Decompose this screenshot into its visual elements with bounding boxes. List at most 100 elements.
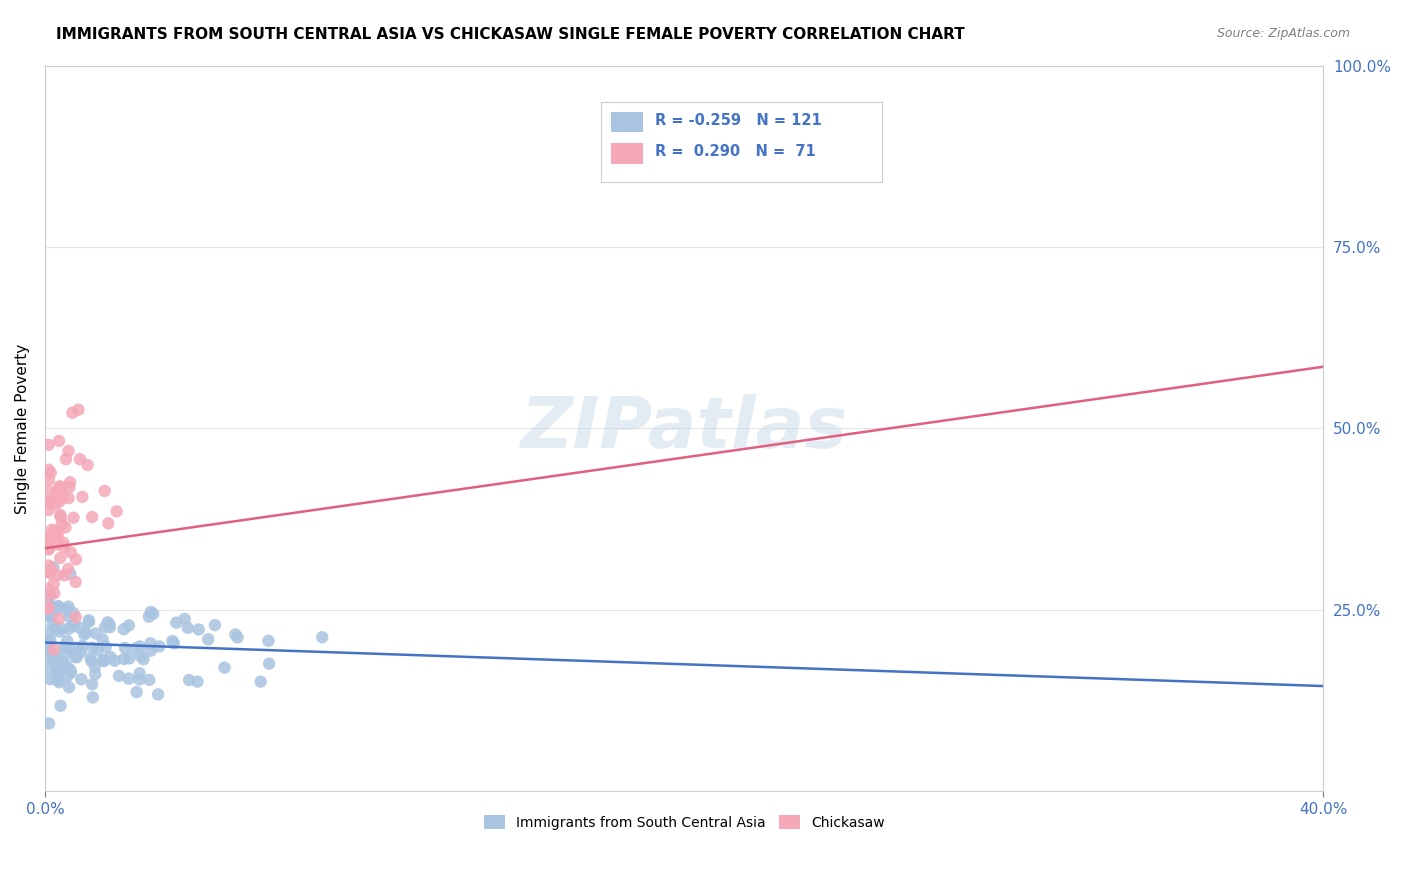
Point <box>39 466 62 480</box>
Point <box>112 622 135 636</box>
Point <box>42 529 65 543</box>
Point <box>82 640 104 655</box>
Point <box>37 590 59 604</box>
Point <box>62 406 84 420</box>
Point <box>49 481 72 495</box>
Point <box>55 452 77 467</box>
Point <box>204 618 226 632</box>
Point <box>97 516 120 531</box>
Point <box>84 626 107 640</box>
Point <box>49 479 72 493</box>
Point <box>39 672 62 686</box>
Point <box>37 599 59 614</box>
Point <box>249 674 271 689</box>
Point <box>70 673 93 687</box>
Point <box>84 667 107 681</box>
Point <box>129 649 152 664</box>
Point <box>38 662 60 676</box>
Point <box>37 601 59 615</box>
Point <box>41 599 63 613</box>
Point <box>108 669 131 683</box>
Point <box>72 490 94 504</box>
Point <box>37 503 59 517</box>
Point <box>48 482 70 496</box>
Point <box>48 612 70 626</box>
Point <box>42 577 65 591</box>
Point <box>62 618 84 632</box>
Point <box>128 640 150 654</box>
Point <box>44 652 66 666</box>
Point <box>37 539 59 553</box>
Point <box>139 643 162 657</box>
Point <box>46 568 69 582</box>
Point <box>65 610 87 624</box>
Point <box>93 653 115 667</box>
Point <box>226 631 249 645</box>
Point <box>48 599 70 614</box>
Point <box>93 483 115 498</box>
Point <box>197 632 219 647</box>
Point <box>37 608 59 623</box>
Point <box>51 490 73 504</box>
Point <box>42 603 65 617</box>
Point <box>142 607 165 621</box>
Point <box>49 508 72 522</box>
Point <box>118 618 141 632</box>
Point <box>75 625 97 640</box>
Point <box>91 632 114 647</box>
Point <box>53 568 76 582</box>
Point <box>51 622 73 636</box>
Point <box>128 673 150 687</box>
Point <box>38 542 60 557</box>
Point <box>45 485 67 500</box>
Point <box>56 669 79 683</box>
Point <box>37 531 59 545</box>
Point <box>53 640 76 654</box>
Point <box>55 520 77 534</box>
Point <box>82 510 104 524</box>
Point <box>39 588 62 602</box>
Point <box>257 657 280 671</box>
Point <box>46 666 69 681</box>
Point <box>132 652 155 666</box>
Point <box>94 640 117 654</box>
Point <box>46 530 69 544</box>
Point <box>37 643 59 657</box>
Point <box>311 630 333 644</box>
Legend: Immigrants from South Central Asia, Chickasaw: Immigrants from South Central Asia, Chic… <box>478 809 890 835</box>
Point <box>39 632 62 647</box>
Point <box>37 600 59 615</box>
Point <box>45 663 67 677</box>
Point <box>46 599 69 614</box>
Point <box>72 639 94 653</box>
Point <box>37 558 59 573</box>
Point <box>38 473 60 487</box>
Point <box>45 648 67 663</box>
Point <box>148 640 170 654</box>
Point <box>37 640 59 654</box>
Point <box>39 495 62 509</box>
FancyBboxPatch shape <box>612 144 644 163</box>
Point <box>98 617 121 632</box>
Point <box>58 599 80 614</box>
Point <box>93 653 115 667</box>
Point <box>58 680 80 694</box>
Point <box>46 667 69 681</box>
Text: IMMIGRANTS FROM SOUTH CENTRAL ASIA VS CHICKASAW SINGLE FEMALE POVERTY CORRELATIO: IMMIGRANTS FROM SOUTH CENTRAL ASIA VS CH… <box>56 27 965 42</box>
Point <box>94 620 117 634</box>
Point <box>187 623 209 637</box>
Point <box>139 605 162 619</box>
Point <box>41 562 63 576</box>
Point <box>186 674 208 689</box>
Point <box>65 574 87 589</box>
Point <box>41 618 63 632</box>
Text: R = -0.259   N = 121: R = -0.259 N = 121 <box>655 112 821 128</box>
Point <box>163 636 186 650</box>
Text: R =  0.290   N =  71: R = 0.290 N = 71 <box>655 144 815 159</box>
Point <box>128 666 150 681</box>
Point <box>59 566 82 581</box>
Point <box>58 480 80 494</box>
Point <box>58 444 80 458</box>
Point <box>98 620 121 634</box>
Text: ZIPatlas: ZIPatlas <box>520 394 848 463</box>
